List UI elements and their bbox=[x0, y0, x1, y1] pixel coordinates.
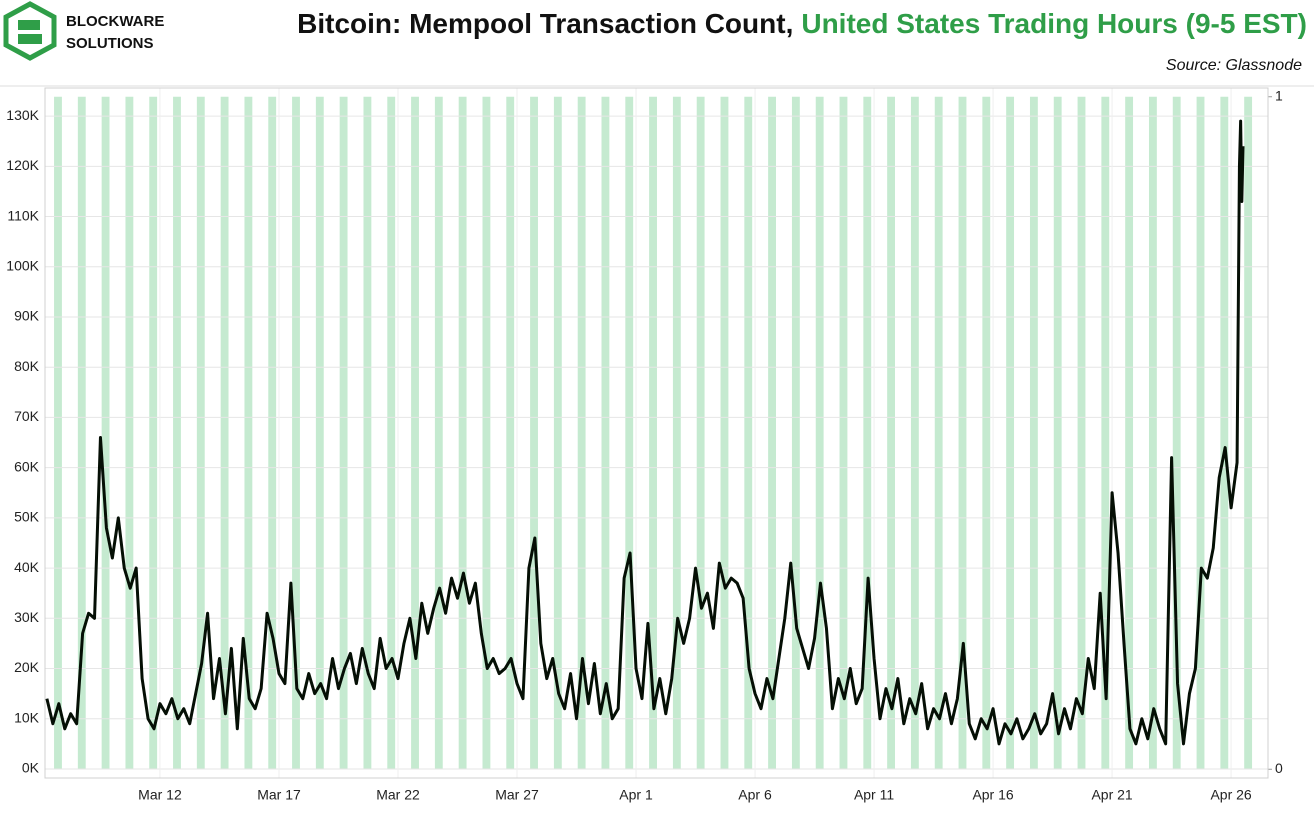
plot-frame bbox=[44, 87, 1269, 779]
x-tick-label: Apr 21 bbox=[1091, 787, 1132, 803]
trading-hours-band bbox=[672, 96, 681, 770]
y-tick-label: 90K bbox=[14, 308, 40, 324]
trading-hours-band bbox=[77, 96, 86, 770]
trading-hours-band bbox=[268, 96, 277, 770]
source-note: Source: Glassnode bbox=[1166, 57, 1302, 74]
trading-hours-band bbox=[791, 96, 800, 770]
trading-hours-band bbox=[458, 96, 467, 770]
x-tick-label: Apr 6 bbox=[738, 787, 772, 803]
y-tick-label: 120K bbox=[6, 157, 39, 173]
trading-hours-band bbox=[910, 96, 919, 770]
y-tick-label: 70K bbox=[14, 408, 40, 424]
trading-hours-band bbox=[1172, 96, 1181, 770]
trading-hours-band bbox=[1053, 96, 1062, 770]
trading-hours-band bbox=[553, 96, 562, 770]
x-tick-label: Apr 11 bbox=[854, 787, 894, 803]
trading-hours-band bbox=[1196, 96, 1205, 770]
trading-hours-band bbox=[1125, 96, 1134, 770]
logo-mark bbox=[18, 20, 42, 44]
y-tick-label: 60K bbox=[14, 458, 40, 474]
trading-hours-band bbox=[434, 96, 443, 770]
trading-hours-band bbox=[601, 96, 610, 770]
trading-hours-band bbox=[1029, 96, 1038, 770]
trading-hours-band bbox=[768, 96, 776, 770]
y2-tick-label: 0 bbox=[1275, 760, 1283, 776]
y-tick-label: 100K bbox=[6, 257, 39, 273]
trading-hours-band bbox=[649, 96, 657, 770]
trading-hours-band bbox=[934, 96, 943, 770]
trading-hours-band bbox=[863, 96, 872, 770]
x-tick-label: Mar 12 bbox=[138, 787, 182, 803]
trading-hours-band bbox=[54, 96, 62, 770]
y-tick-label: 80K bbox=[14, 358, 40, 374]
trading-hours-band bbox=[1220, 96, 1229, 770]
y-tick-label: 30K bbox=[14, 609, 40, 625]
trading-hours-band bbox=[125, 96, 134, 770]
title-main: Bitcoin: Mempool Transaction Count, bbox=[297, 8, 793, 39]
y-tick-label: 40K bbox=[14, 559, 40, 575]
trading-hours-band bbox=[411, 96, 419, 770]
trading-hours-band bbox=[530, 96, 538, 770]
trading-hours-band bbox=[815, 96, 824, 770]
trading-hours-band bbox=[339, 96, 348, 770]
logo-text: BLOCKWARE bbox=[66, 13, 164, 30]
trading-hours-band bbox=[149, 96, 158, 770]
trading-hours-band bbox=[1148, 96, 1157, 770]
trading-hours-band bbox=[744, 96, 753, 770]
trading-hours-band bbox=[839, 96, 848, 770]
trading-hours-band bbox=[315, 96, 324, 770]
trading-hours-band bbox=[696, 96, 705, 770]
y-tick-label: 20K bbox=[14, 659, 40, 675]
trading-hours-band bbox=[387, 96, 396, 770]
trading-hours-band bbox=[506, 96, 515, 770]
trading-hours-band bbox=[887, 96, 896, 770]
trading-hours-band bbox=[625, 96, 634, 770]
trading-hours-band bbox=[577, 96, 586, 770]
y2-tick-label: 1 bbox=[1275, 87, 1283, 103]
x-tick-label: Mar 27 bbox=[495, 787, 539, 803]
title-highlight: United States Trading Hours (9-5 EST) bbox=[801, 8, 1307, 39]
y-tick-label: 10K bbox=[14, 709, 40, 725]
trading-hours-band bbox=[196, 96, 205, 770]
y-tick-label: 110K bbox=[7, 207, 39, 223]
trading-hours-band bbox=[220, 96, 229, 770]
trading-hours-band bbox=[1006, 96, 1015, 770]
x-tick-label: Mar 17 bbox=[257, 787, 301, 803]
logo-text: SOLUTIONS bbox=[66, 35, 154, 52]
trading-hours-band bbox=[173, 96, 181, 770]
y-tick-label: 0K bbox=[22, 760, 40, 776]
x-tick-label: Mar 22 bbox=[376, 787, 420, 803]
trading-hours-band bbox=[482, 96, 491, 770]
trading-hours-band bbox=[244, 96, 253, 770]
trading-hours-band bbox=[720, 96, 729, 770]
x-tick-label: Apr 16 bbox=[972, 787, 1013, 803]
trading-hours-band bbox=[101, 96, 110, 770]
trading-hours-band bbox=[1244, 96, 1253, 770]
trading-hours-band bbox=[1077, 96, 1086, 770]
data-line bbox=[45, 119, 1245, 746]
trading-hours-band bbox=[292, 96, 300, 770]
y-tick-label: 50K bbox=[14, 509, 40, 525]
chart-title: Bitcoin: Mempool Transaction Count, Unite… bbox=[297, 8, 1307, 39]
trading-hours-band bbox=[958, 96, 967, 770]
x-tick-label: Apr 1 bbox=[619, 787, 653, 803]
logo: BLOCKWARE SOLUTIONS bbox=[3, 1, 164, 61]
logo-hexagon bbox=[3, 1, 57, 61]
x-tick-label: Apr 26 bbox=[1210, 787, 1251, 803]
trading-hours-band bbox=[982, 96, 991, 770]
trading-hours-band bbox=[1101, 96, 1110, 770]
plot-area bbox=[44, 87, 1272, 779]
trading-hours-band bbox=[363, 96, 372, 770]
y-tick-label: 130K bbox=[6, 107, 39, 123]
